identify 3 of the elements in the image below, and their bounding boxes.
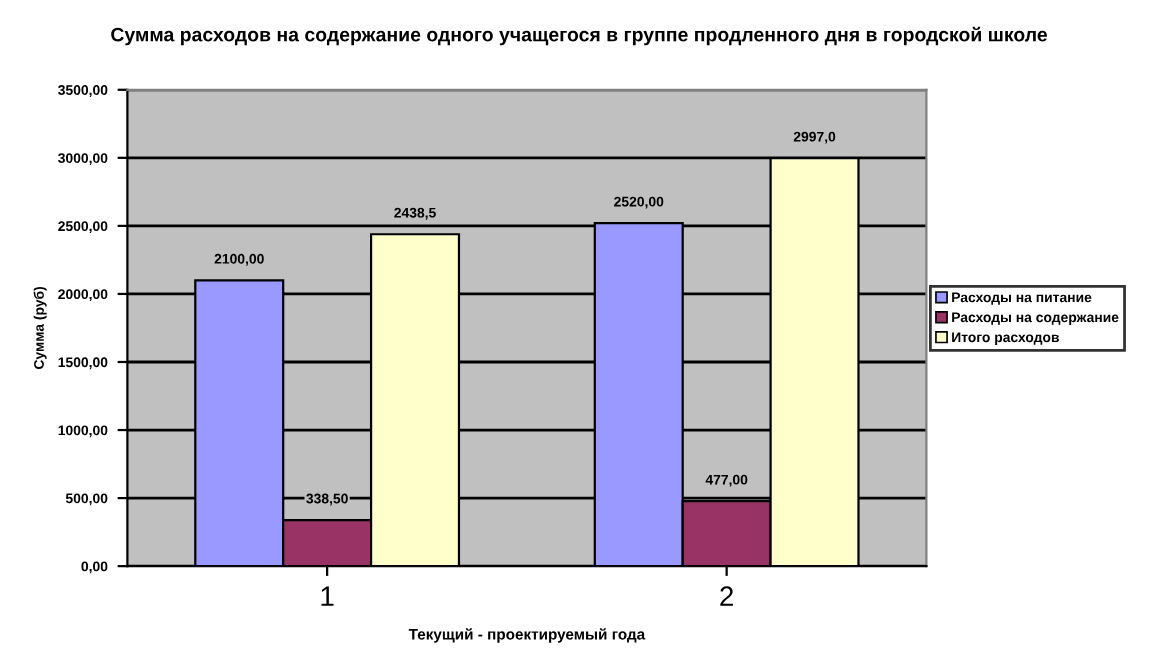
chart-title: Сумма расходов на содержание одного учащегося в группе продленного дня в городской школе [111,26,1047,46]
x-tick-label: 2 [720,586,733,606]
x-tick-label: 1 [321,586,334,606]
